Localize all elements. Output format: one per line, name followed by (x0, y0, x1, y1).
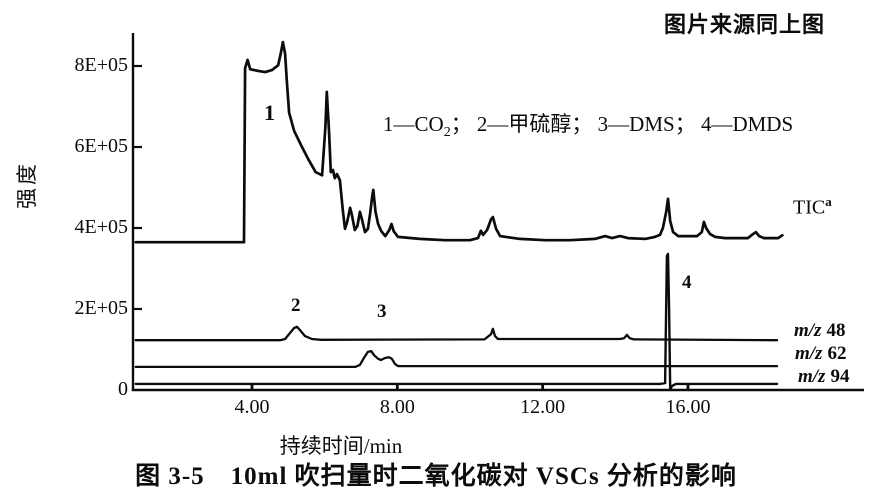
y-tick-label-8E+05: 8E+05 (74, 54, 129, 76)
trace-mz48 (134, 325, 779, 342)
y-tick-label-4E+05: 4E+05 (74, 216, 129, 238)
y-tick-label-2E+05: 2E+05 (74, 297, 129, 319)
peak-label-3-dms: 3 (377, 301, 387, 322)
trace-tic (134, 40, 784, 244)
tic-text: TIC (793, 196, 826, 219)
y-axis-title: 强度 (15, 161, 39, 209)
legend-text-co2: 1—CO (383, 112, 444, 136)
x-tick-label-4.00: 4.00 (234, 396, 270, 418)
legend-text-rest: ； 2—甲硫醇； 3—DMS； 4—DMDS (450, 112, 794, 136)
tic-superscript-a: a (825, 194, 832, 209)
trace-label-mz94: m/z 94 (798, 366, 849, 388)
mz48-mz-text: m/z (794, 320, 822, 341)
trace-label-tic: TICa (793, 194, 832, 220)
mz62-mz-text: m/z (795, 343, 823, 364)
mz94-value: 94 (830, 366, 850, 387)
y-tick-label-6E+05: 6E+05 (74, 135, 129, 157)
peak-legend: 1—CO2； 2—甲硫醇； 3—DMS； 4—DMDS (383, 108, 793, 141)
x-tick-label-8.00: 8.00 (379, 396, 415, 418)
co2-subscript: 2 (443, 125, 451, 141)
trace-label-mz48: m/z 48 (794, 320, 845, 342)
trace-mz62 (134, 349, 779, 369)
x-tick-label-16.00: 16.00 (665, 396, 711, 418)
x-tick-label-12.00: 12.00 (520, 396, 566, 418)
x-axis-title: 持续时间/min (279, 434, 403, 458)
figure-caption: 图 3-5 10ml 吹扫量时二氧化碳对 VSCs 分析的影响 (135, 463, 737, 490)
mz48-value: 48 (826, 320, 846, 341)
trace-mz94 (134, 252, 779, 392)
peak-label-1-co2: 1 (264, 100, 275, 125)
peak-label-4-dmds: 4 (682, 272, 692, 293)
mz94-mz-text: m/z (798, 366, 826, 387)
mz62-value: 62 (827, 343, 847, 364)
y-tick-label-0: 0 (118, 378, 128, 400)
peak-label-2-methanethiol: 2 (291, 295, 301, 316)
trace-label-mz62: m/z 62 (795, 343, 846, 365)
source-note: 图片来源同上图 (664, 12, 826, 37)
